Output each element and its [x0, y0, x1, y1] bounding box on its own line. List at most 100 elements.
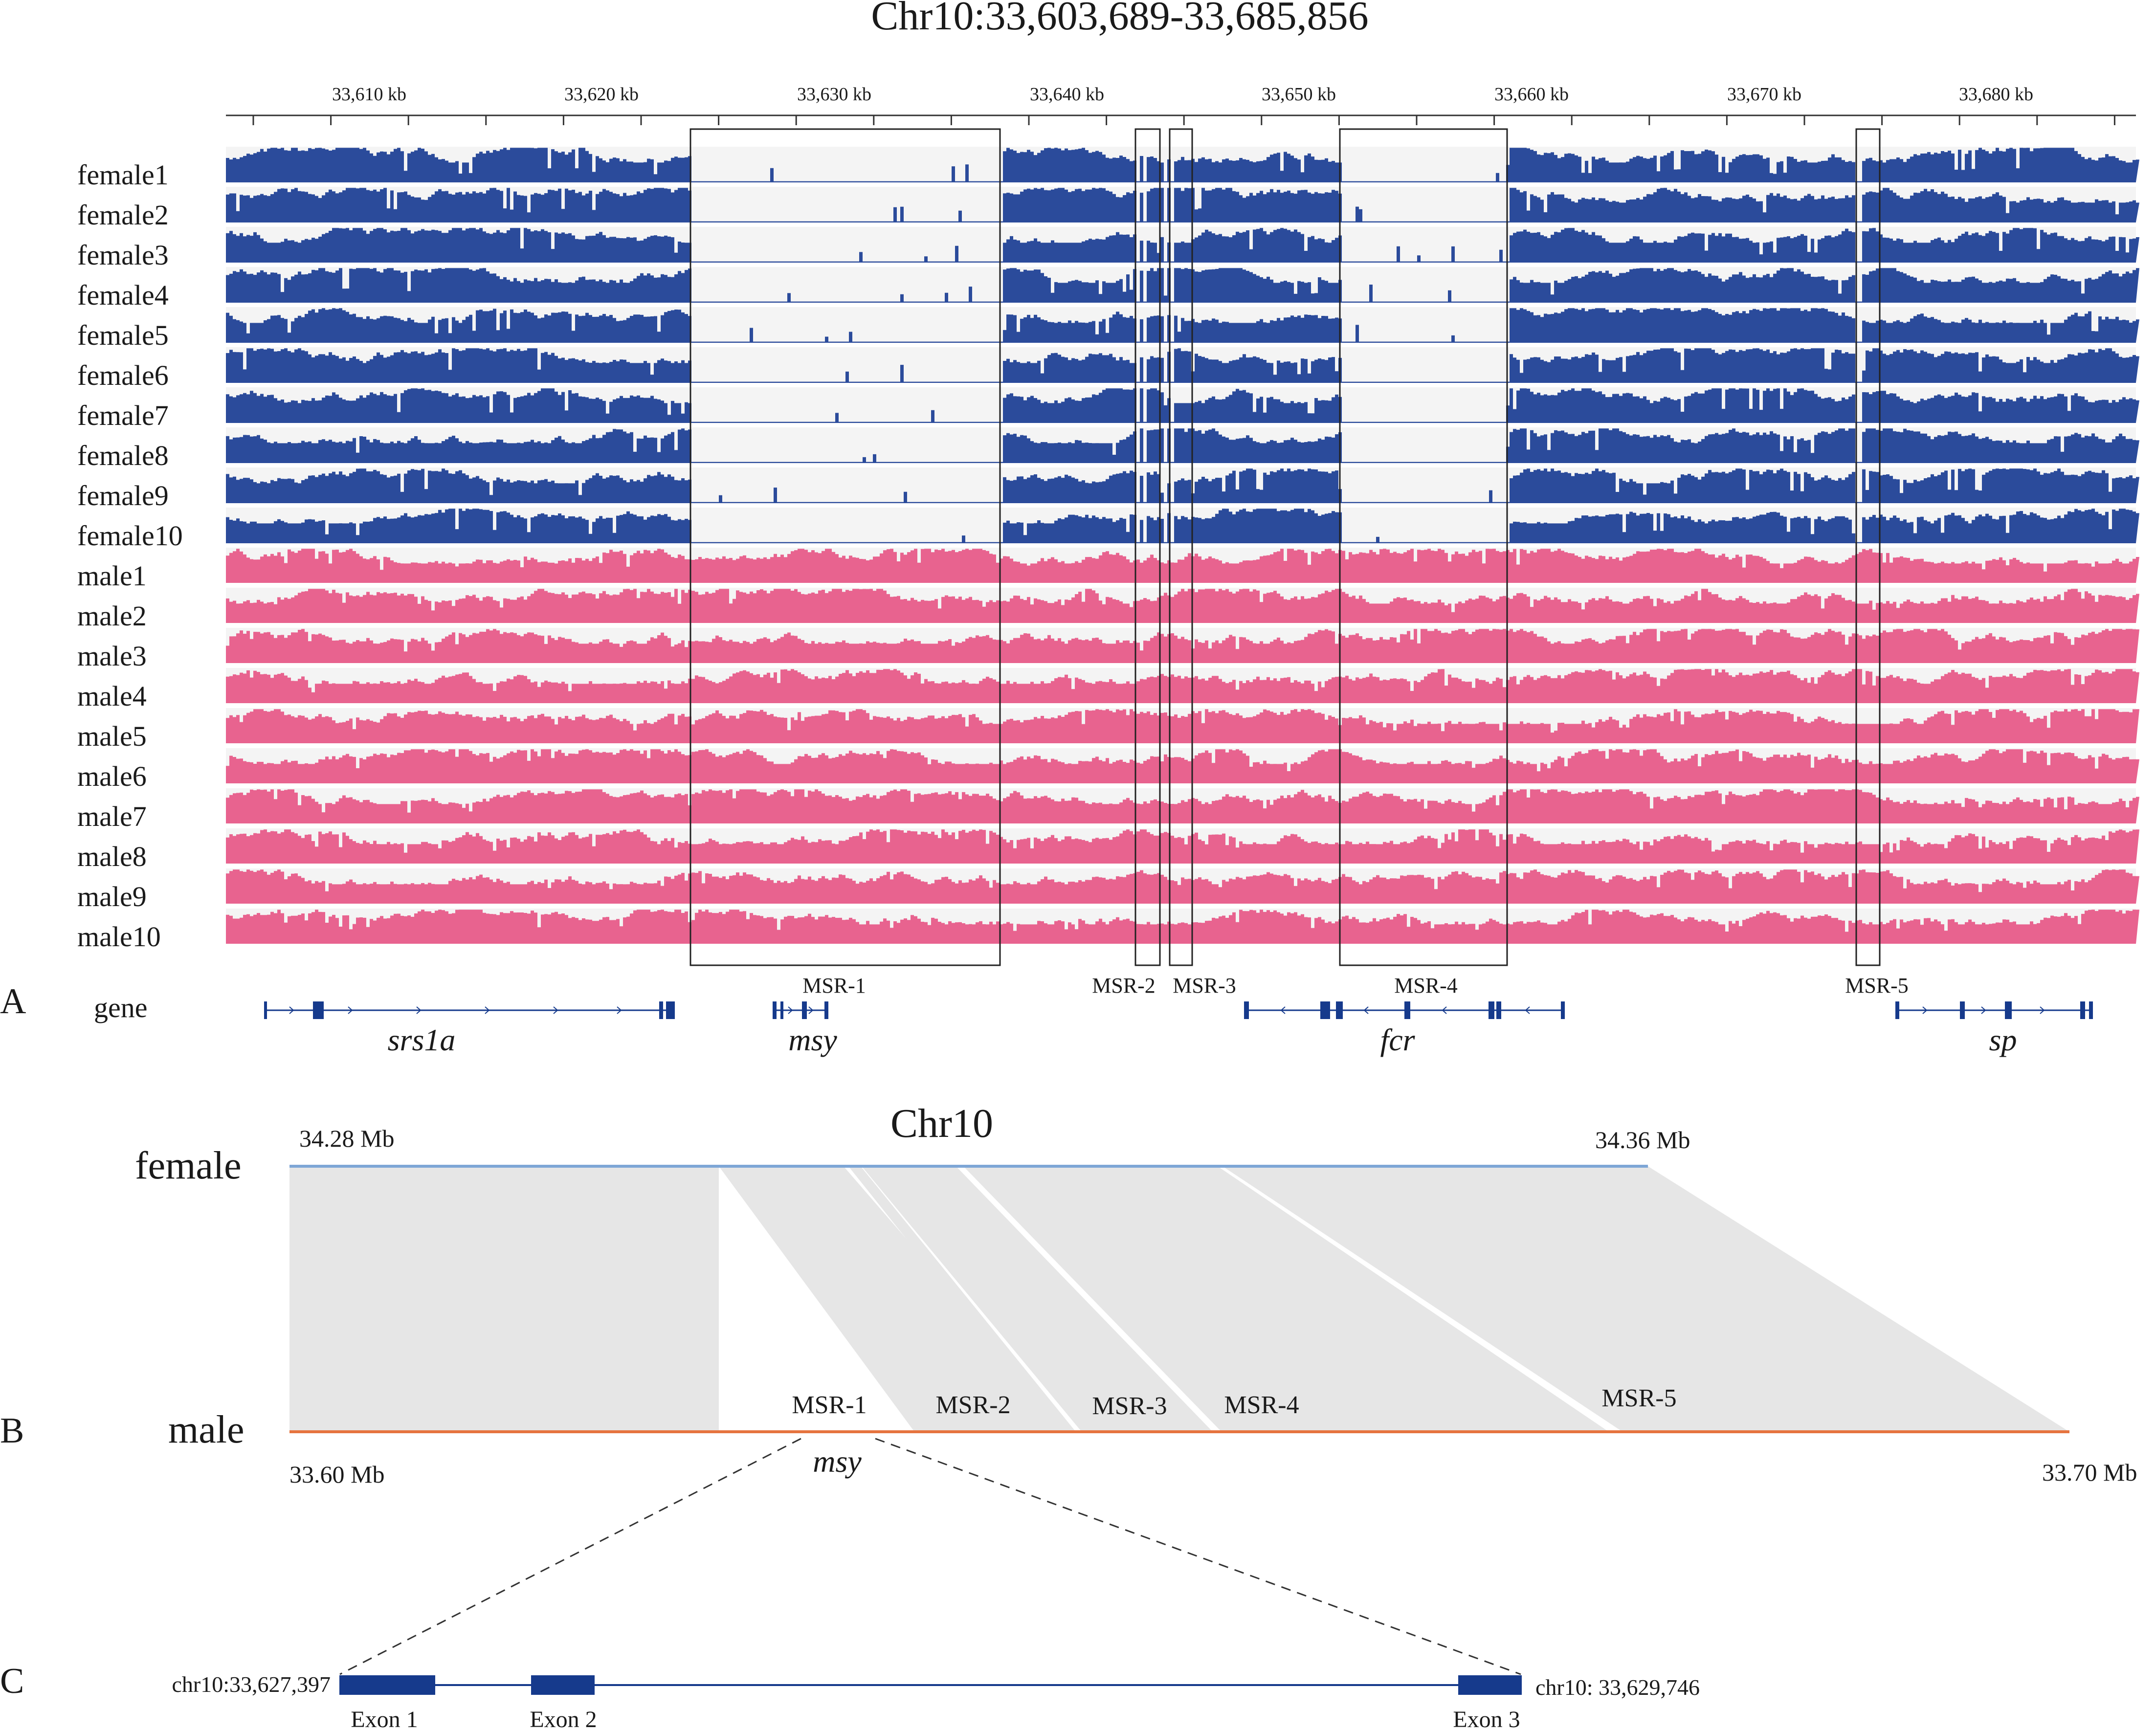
- gene-exon: [1496, 1001, 1501, 1019]
- gene-name-srs1a: srs1a: [388, 1022, 456, 1057]
- track-label-male3: male3: [77, 640, 147, 672]
- exon-1-block: [339, 1675, 435, 1695]
- exon-1-label: Exon 1: [351, 1707, 418, 1732]
- gene-exon: [1561, 1001, 1565, 1019]
- female-coverage: [226, 509, 2139, 543]
- track-labels: female1 female2 female3 female4 female5 …: [77, 159, 183, 953]
- gene-exon: [773, 1001, 777, 1019]
- track-label-female6: female6: [77, 359, 169, 391]
- gene-strand-arrow: [1280, 1006, 1286, 1014]
- gene-exon: [824, 1001, 828, 1019]
- gene-strand-arrow: [485, 1006, 490, 1014]
- synteny-ribbons: [289, 1166, 2069, 1432]
- panel-b: Chr10 female male 34.28 Mb 34.36 Mb 33.6…: [0, 1101, 2137, 1488]
- track-label-female10: female10: [77, 520, 183, 552]
- gene-exon: [1960, 1001, 1965, 1019]
- gene-name-fcr: fcr: [1380, 1022, 1415, 1057]
- gene-model-srs1a: [264, 1001, 675, 1019]
- zoom-line-left: [339, 1438, 801, 1675]
- gene-model-sp: [1895, 1001, 2093, 1019]
- tick-label: 33,680 kb: [1959, 84, 2033, 105]
- msr-b-label-3: MSR-3: [1092, 1392, 1167, 1420]
- male-coverage: [226, 749, 2139, 783]
- male-label: male: [168, 1408, 244, 1451]
- gene-exon: [659, 1001, 663, 1019]
- gene-track-label: gene: [94, 992, 148, 1023]
- msr-box-1: [689, 128, 1001, 966]
- female-coverage: [226, 308, 2139, 342]
- gene-name-sp: sp: [1989, 1022, 2017, 1057]
- male-coverage: [226, 669, 2139, 703]
- track-label-male8: male8: [77, 841, 147, 872]
- msr-box-5: [1855, 128, 1881, 966]
- gene-exon: [1404, 1001, 1410, 1019]
- panel-c: chr10:33,627,397 chr10: 33,629,746 Exon …: [0, 1438, 1700, 1732]
- ruler-minor-ticks: [252, 115, 2115, 125]
- track-label-female4: female4: [77, 279, 169, 311]
- female-coverage: [226, 228, 2139, 262]
- track-label-female1: female1: [77, 159, 169, 191]
- track-label-male6: male6: [77, 760, 147, 792]
- gene-exon: [2089, 1001, 2093, 1019]
- tick-label: 33,670 kb: [1727, 84, 1801, 105]
- panel-a-label: A: [0, 981, 26, 1021]
- gene-exon: [780, 1001, 783, 1019]
- gene-strand-arrow: [416, 1006, 422, 1014]
- gene-model-msy: [773, 1001, 828, 1019]
- gene-strand-arrow: [788, 1006, 793, 1014]
- msr-b-label-1: MSR-1: [792, 1391, 867, 1419]
- synteny-ribbon: [848, 1166, 1076, 1432]
- tick-label: 33,610 kb: [332, 84, 406, 105]
- start-coordinate: chr10:33,627,397: [172, 1672, 331, 1697]
- tick-label: 33,660 kb: [1494, 84, 1569, 105]
- msr-label-3: MSR-3: [1173, 974, 1236, 998]
- female-coverage: [226, 428, 2139, 463]
- tick-label: 33,640 kb: [1030, 84, 1104, 105]
- track-label-male1: male1: [77, 560, 147, 592]
- male-coverage: [226, 709, 2139, 743]
- gene-strand-arrow: [553, 1006, 558, 1014]
- exon-2-label: Exon 2: [530, 1707, 597, 1732]
- gene-strand-arrow: [1922, 1006, 1928, 1014]
- gene-exon: [1320, 1001, 1326, 1019]
- zoom-line-right: [875, 1438, 1521, 1675]
- panel-b-title: Chr10: [890, 1101, 993, 1146]
- male-coverage: [226, 549, 2139, 583]
- msr-b-label-5: MSR-5: [1601, 1384, 1676, 1412]
- msr-label-4: MSR-4: [1394, 974, 1458, 998]
- msr-label-1: MSR-1: [802, 974, 866, 998]
- gene-strand-arrow: [808, 1006, 814, 1014]
- synteny-ribbon: [719, 1166, 1073, 1432]
- exon-2-block: [531, 1675, 595, 1695]
- exon-3-label: Exon 3: [1453, 1707, 1520, 1732]
- msr-label-5: MSR-5: [1845, 974, 1909, 998]
- msr-box-3: [1169, 128, 1193, 966]
- gene-exon: [1244, 1001, 1249, 1019]
- track-label-female2: female2: [77, 199, 169, 231]
- gene-exon: [1489, 1001, 1494, 1019]
- ruler: 33,610 kb 33,620 kb 33,630 kb 33,640 kb …: [226, 84, 2136, 125]
- male-coverage: [226, 910, 2139, 944]
- gene-strand-arrow: [1442, 1006, 1447, 1014]
- female-coverage: [226, 348, 2139, 382]
- gene-strand-arrow: [617, 1006, 622, 1014]
- track-label-male10: male10: [77, 921, 161, 953]
- track-label-male7: male7: [77, 800, 147, 832]
- female-coverage: [226, 188, 2139, 222]
- track-label-male2: male2: [77, 600, 147, 632]
- track-label-female3: female3: [77, 239, 169, 271]
- female-coverage: [226, 268, 2139, 302]
- male-end-label: 33.70 Mb: [2042, 1459, 2137, 1486]
- msy-b-label: msy: [813, 1444, 862, 1479]
- track-label-male5: male5: [77, 720, 147, 752]
- track-label-female7: female7: [77, 400, 169, 431]
- gene-exon: [264, 1001, 267, 1019]
- gene-exon: [802, 1001, 807, 1019]
- exon-3-block: [1458, 1675, 1522, 1695]
- female-start-label: 34.28 Mb: [299, 1125, 394, 1152]
- end-coordinate: chr10: 33,629,746: [1535, 1675, 1700, 1700]
- msr-b-label-4: MSR-4: [1224, 1391, 1299, 1419]
- tick-label: 33,630 kb: [797, 84, 871, 105]
- gene-exon: [1336, 1001, 1343, 1019]
